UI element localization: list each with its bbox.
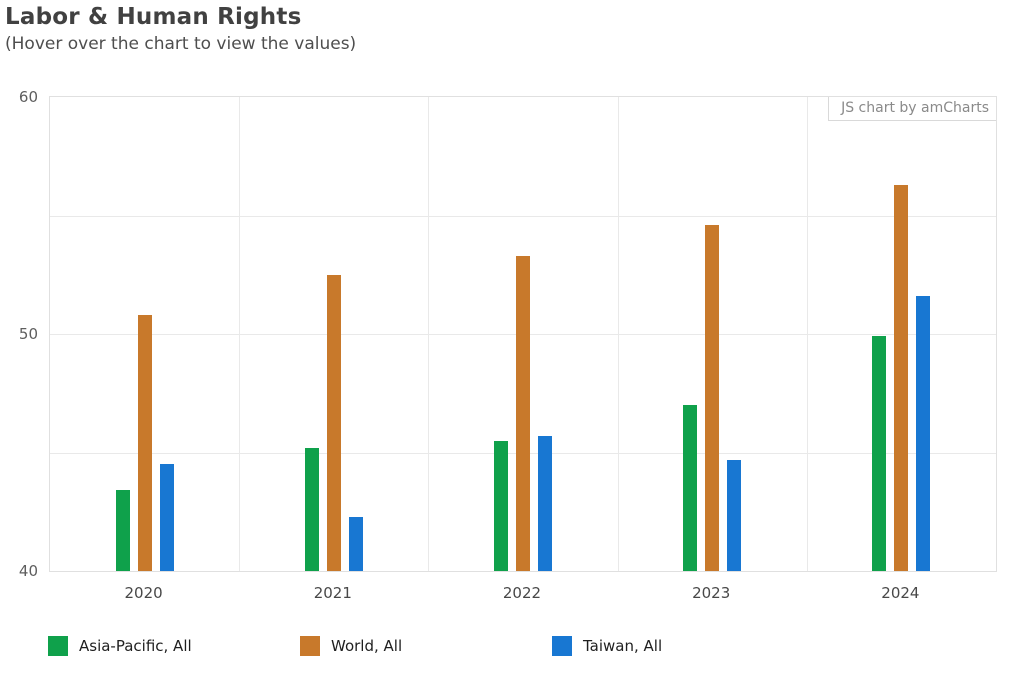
- y-axis: 40 50 60: [0, 88, 40, 580]
- x-axis-label-2024: 2024: [881, 584, 920, 602]
- y-axis-label-60: 60: [18, 88, 38, 106]
- bar-group-2022: [428, 97, 617, 571]
- bar-world-all-2024[interactable]: [894, 184, 909, 571]
- bar-world-all-2023[interactable]: [705, 225, 720, 571]
- legend-item-asia-pacific-all[interactable]: Asia-Pacific, All: [48, 636, 300, 656]
- x-axis-label-2021: 2021: [313, 584, 352, 602]
- bar-group-2024: [807, 97, 996, 571]
- legend-label-world-all: World, All: [331, 637, 403, 655]
- y-axis-label-40: 40: [18, 562, 38, 580]
- legend-label-taiwan-all: Taiwan, All: [583, 637, 663, 655]
- bar-taiwan-all-2023[interactable]: [727, 459, 742, 571]
- legend-marker-asia-pacific-all: [48, 636, 68, 656]
- bar-taiwan-all-2021[interactable]: [348, 516, 363, 571]
- legend-item-taiwan-all[interactable]: Taiwan, All: [552, 636, 804, 656]
- bar-asia-pacific-all-2020[interactable]: [115, 490, 130, 571]
- bar-world-all-2021[interactable]: [326, 274, 341, 571]
- legend-marker-world-all: [300, 636, 320, 656]
- bar-world-all-2022[interactable]: [515, 255, 530, 571]
- x-axis-label-2022: 2022: [502, 584, 542, 602]
- bar-asia-pacific-all-2022[interactable]: [493, 440, 508, 571]
- x-axis-label-2020: 2020: [124, 584, 163, 602]
- chart-legend: Asia-Pacific, All World, All Taiwan, All: [48, 636, 804, 656]
- legend-label-asia-pacific-all: Asia-Pacific, All: [79, 637, 192, 655]
- bar-group-2021: [239, 97, 428, 571]
- x-axis: 2020 2021 2022 2023 2024: [49, 584, 997, 604]
- gridline-vertical-1: [239, 97, 240, 571]
- y-axis-label-50: 50: [18, 325, 38, 343]
- bar-world-all-2020[interactable]: [137, 315, 152, 571]
- bar-asia-pacific-all-2024[interactable]: [872, 336, 887, 571]
- bar-asia-pacific-all-2023[interactable]: [683, 405, 698, 571]
- gridline-vertical-4: [807, 97, 808, 571]
- x-axis-label-2023: 2023: [692, 584, 731, 602]
- gridline-vertical-2: [428, 97, 429, 571]
- amcharts-watermark-link[interactable]: JS chart by amCharts: [828, 97, 996, 121]
- gridline-vertical-3: [618, 97, 619, 571]
- bar-group-2023: [618, 97, 807, 571]
- bar-group-2020: [50, 97, 239, 571]
- bar-asia-pacific-all-2021[interactable]: [304, 447, 319, 571]
- legend-marker-taiwan-all: [552, 636, 572, 656]
- plot-area: JS chart by amCharts: [49, 96, 997, 572]
- page-title: Labor & Human Rights: [5, 4, 302, 30]
- page-subtitle: (Hover over the chart to view the values…: [5, 34, 357, 54]
- legend-item-world-all[interactable]: World, All: [300, 636, 552, 656]
- bar-taiwan-all-2024[interactable]: [916, 296, 931, 571]
- gridline-horizontal-55: [50, 215, 996, 217]
- bar-taiwan-all-2020[interactable]: [159, 464, 174, 571]
- bar-taiwan-all-2022[interactable]: [537, 435, 552, 571]
